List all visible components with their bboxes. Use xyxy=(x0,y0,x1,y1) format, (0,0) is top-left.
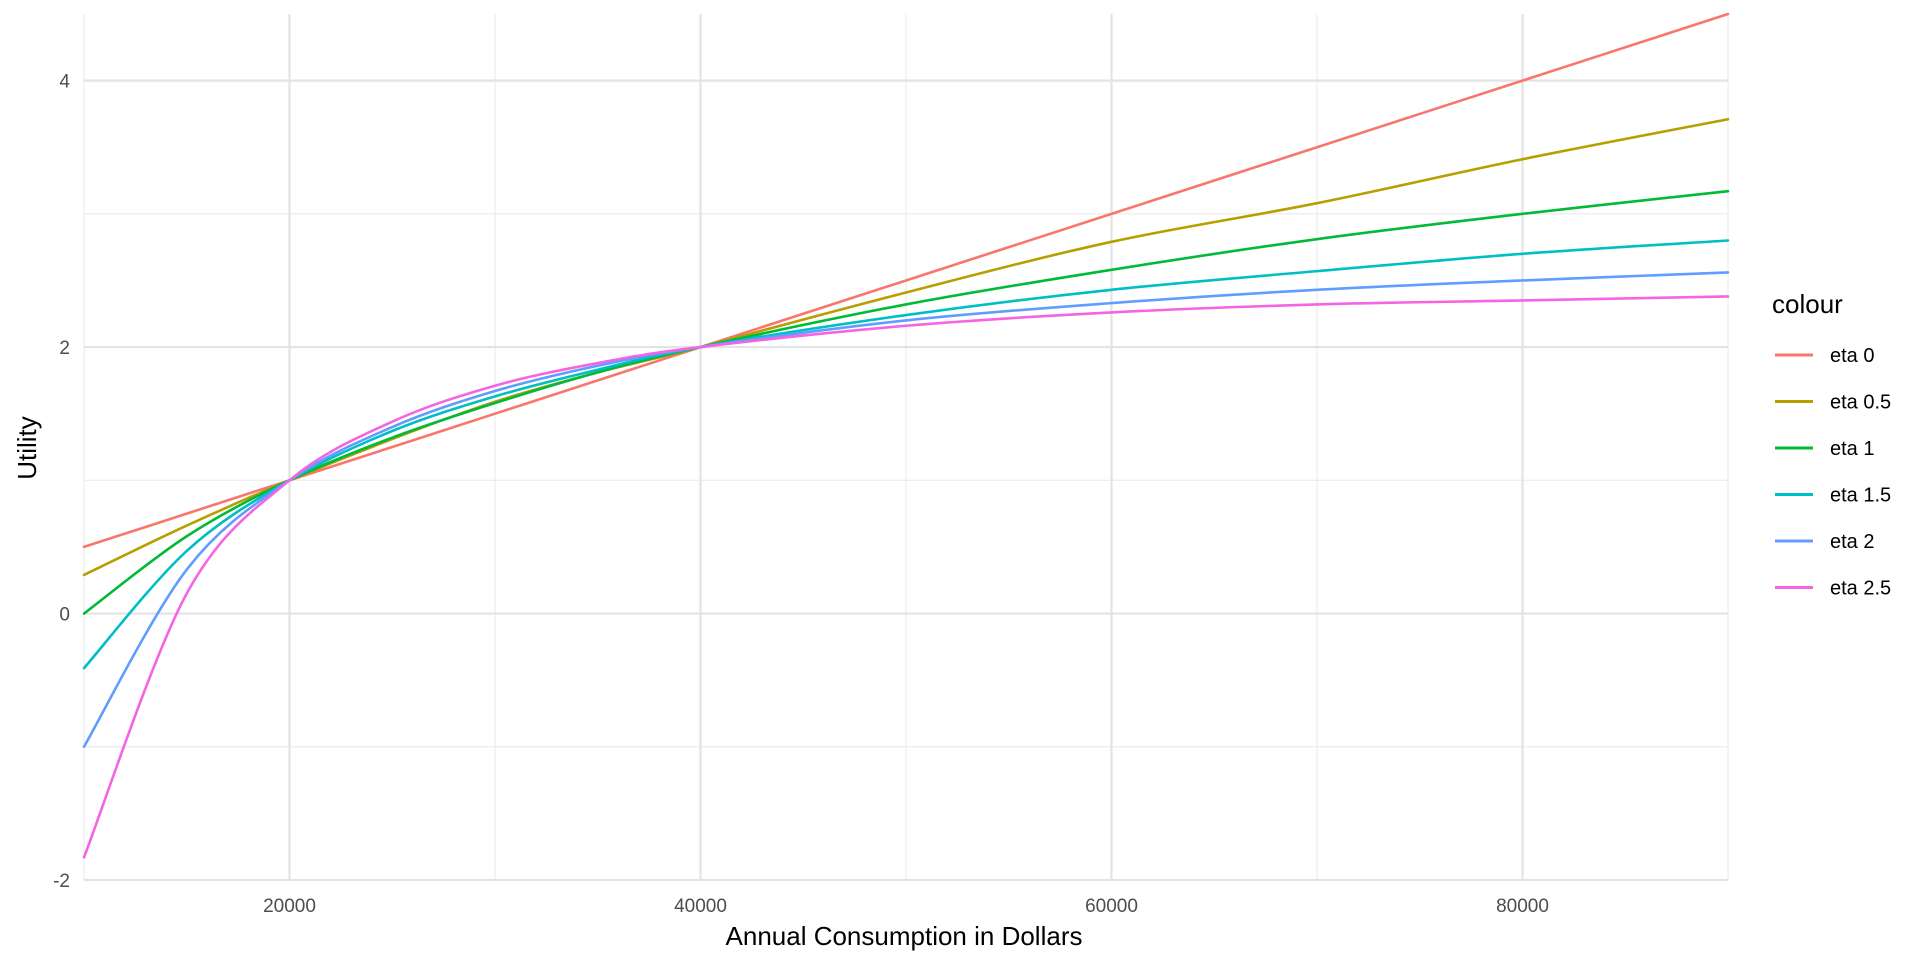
y-tick-label: -2 xyxy=(53,871,70,892)
legend-label-4: eta 1.5 xyxy=(1830,485,1891,507)
x-axis-title: Annual Consumption in Dollars xyxy=(726,921,1083,951)
y-axis-title: Utility xyxy=(12,416,42,480)
x-tick-label: 60000 xyxy=(1085,896,1138,917)
series-lines xyxy=(82,12,1730,859)
legend-label-2: eta 0.5 xyxy=(1830,392,1891,414)
legend-title: colour xyxy=(1772,289,1843,319)
legend-label-3: eta 1 xyxy=(1830,438,1874,460)
x-tick-label: 80000 xyxy=(1496,896,1549,917)
series-line-6 xyxy=(82,295,1730,859)
y-tick-label: 2 xyxy=(59,338,70,359)
x-axis-ticks: 20000 40000 60000 80000 xyxy=(263,896,1549,917)
y-axis-ticks: -2 0 2 4 xyxy=(53,72,70,892)
legend-label-5: eta 2 xyxy=(1830,531,1874,553)
legend: colour eta 0 eta 0.5 eta 1 eta 1.5 eta 2 eta … xyxy=(1772,289,1891,600)
x-tick-label: 40000 xyxy=(674,896,727,917)
minor-gridlines xyxy=(83,14,1729,880)
legend-label-6: eta 2.5 xyxy=(1830,578,1891,600)
x-tick-label: 20000 xyxy=(263,896,316,917)
y-tick-label: 0 xyxy=(59,605,70,626)
legend-label-1: eta 0 xyxy=(1830,345,1874,367)
y-tick-label: 4 xyxy=(59,72,70,93)
